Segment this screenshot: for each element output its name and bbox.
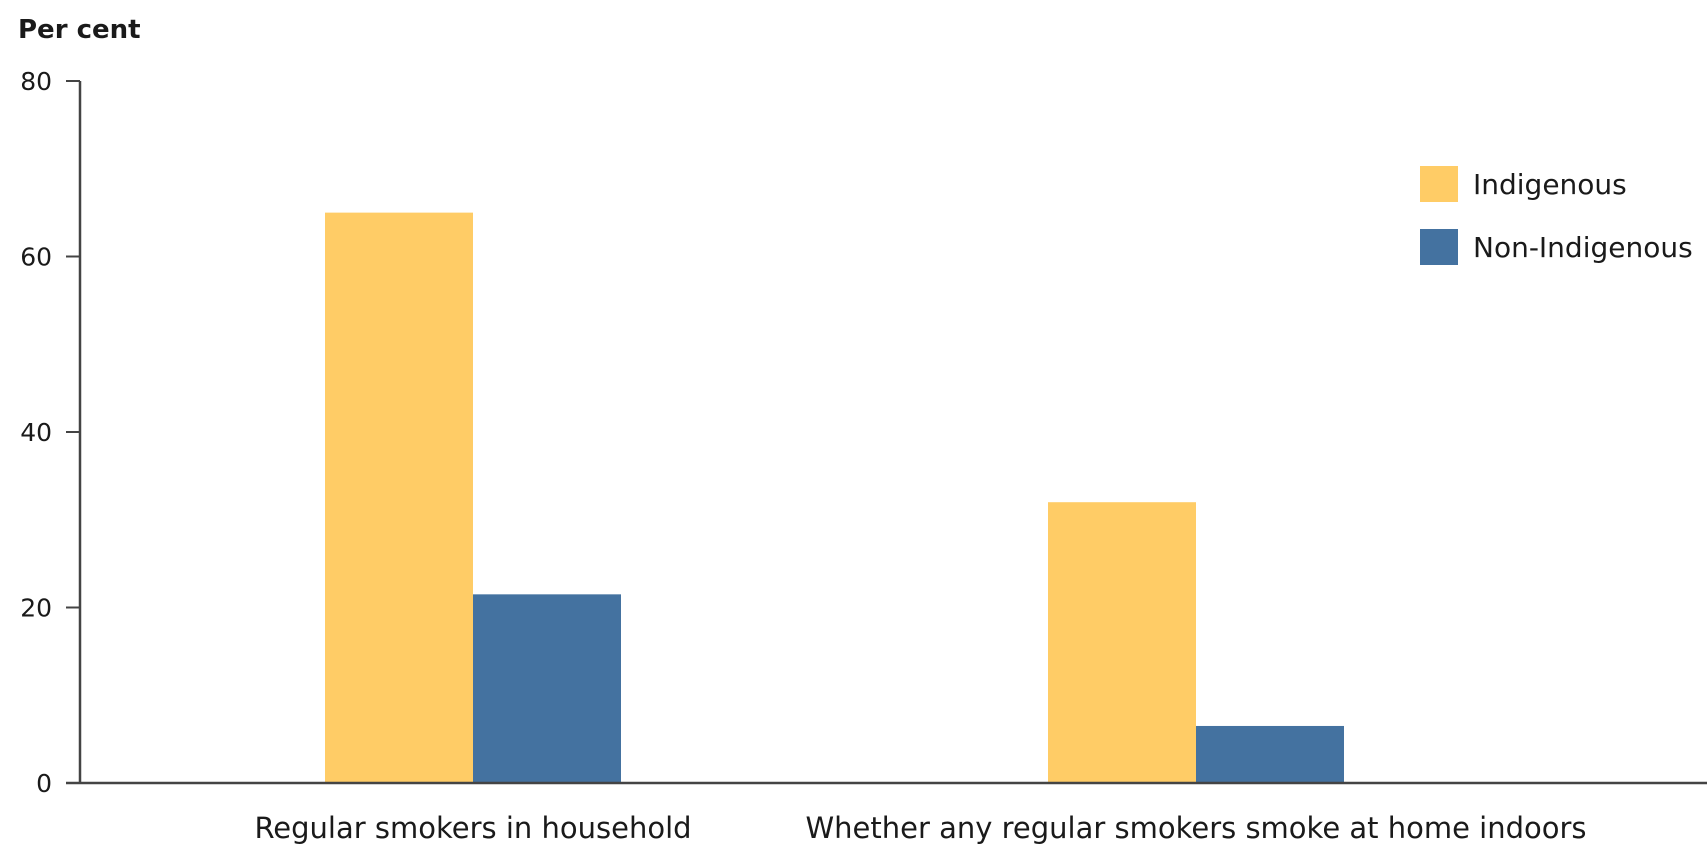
y-tick-label: 60: [20, 243, 52, 272]
y-tick-label: 80: [20, 67, 52, 96]
bar-indigenous-0: [325, 212, 473, 783]
y-axis-ticks: 0 20 40 60 80: [20, 67, 80, 798]
bar-non-indigenous-1: [1196, 725, 1344, 783]
legend-label: Indigenous: [1473, 168, 1627, 201]
y-tick-label: 0: [36, 769, 52, 798]
x-category-label: Regular smokers in household: [254, 811, 691, 845]
x-axis-labels: Regular smokers in household Whether any …: [254, 811, 1586, 845]
legend-swatch-indigenous: [1420, 166, 1458, 202]
bar-non-indigenous-0: [473, 594, 621, 783]
bar-indigenous-1: [1048, 502, 1196, 783]
y-axis-title: Per cent: [18, 15, 141, 45]
legend: Indigenous Non-Indigenous: [1420, 166, 1693, 265]
bars: [325, 212, 1344, 783]
y-tick-label: 20: [20, 594, 52, 623]
legend-swatch-non-indigenous: [1420, 229, 1458, 265]
y-tick-label: 40: [20, 418, 52, 447]
legend-label: Non-Indigenous: [1473, 231, 1693, 264]
x-category-label: Whether any regular smokers smoke at hom…: [805, 811, 1586, 845]
